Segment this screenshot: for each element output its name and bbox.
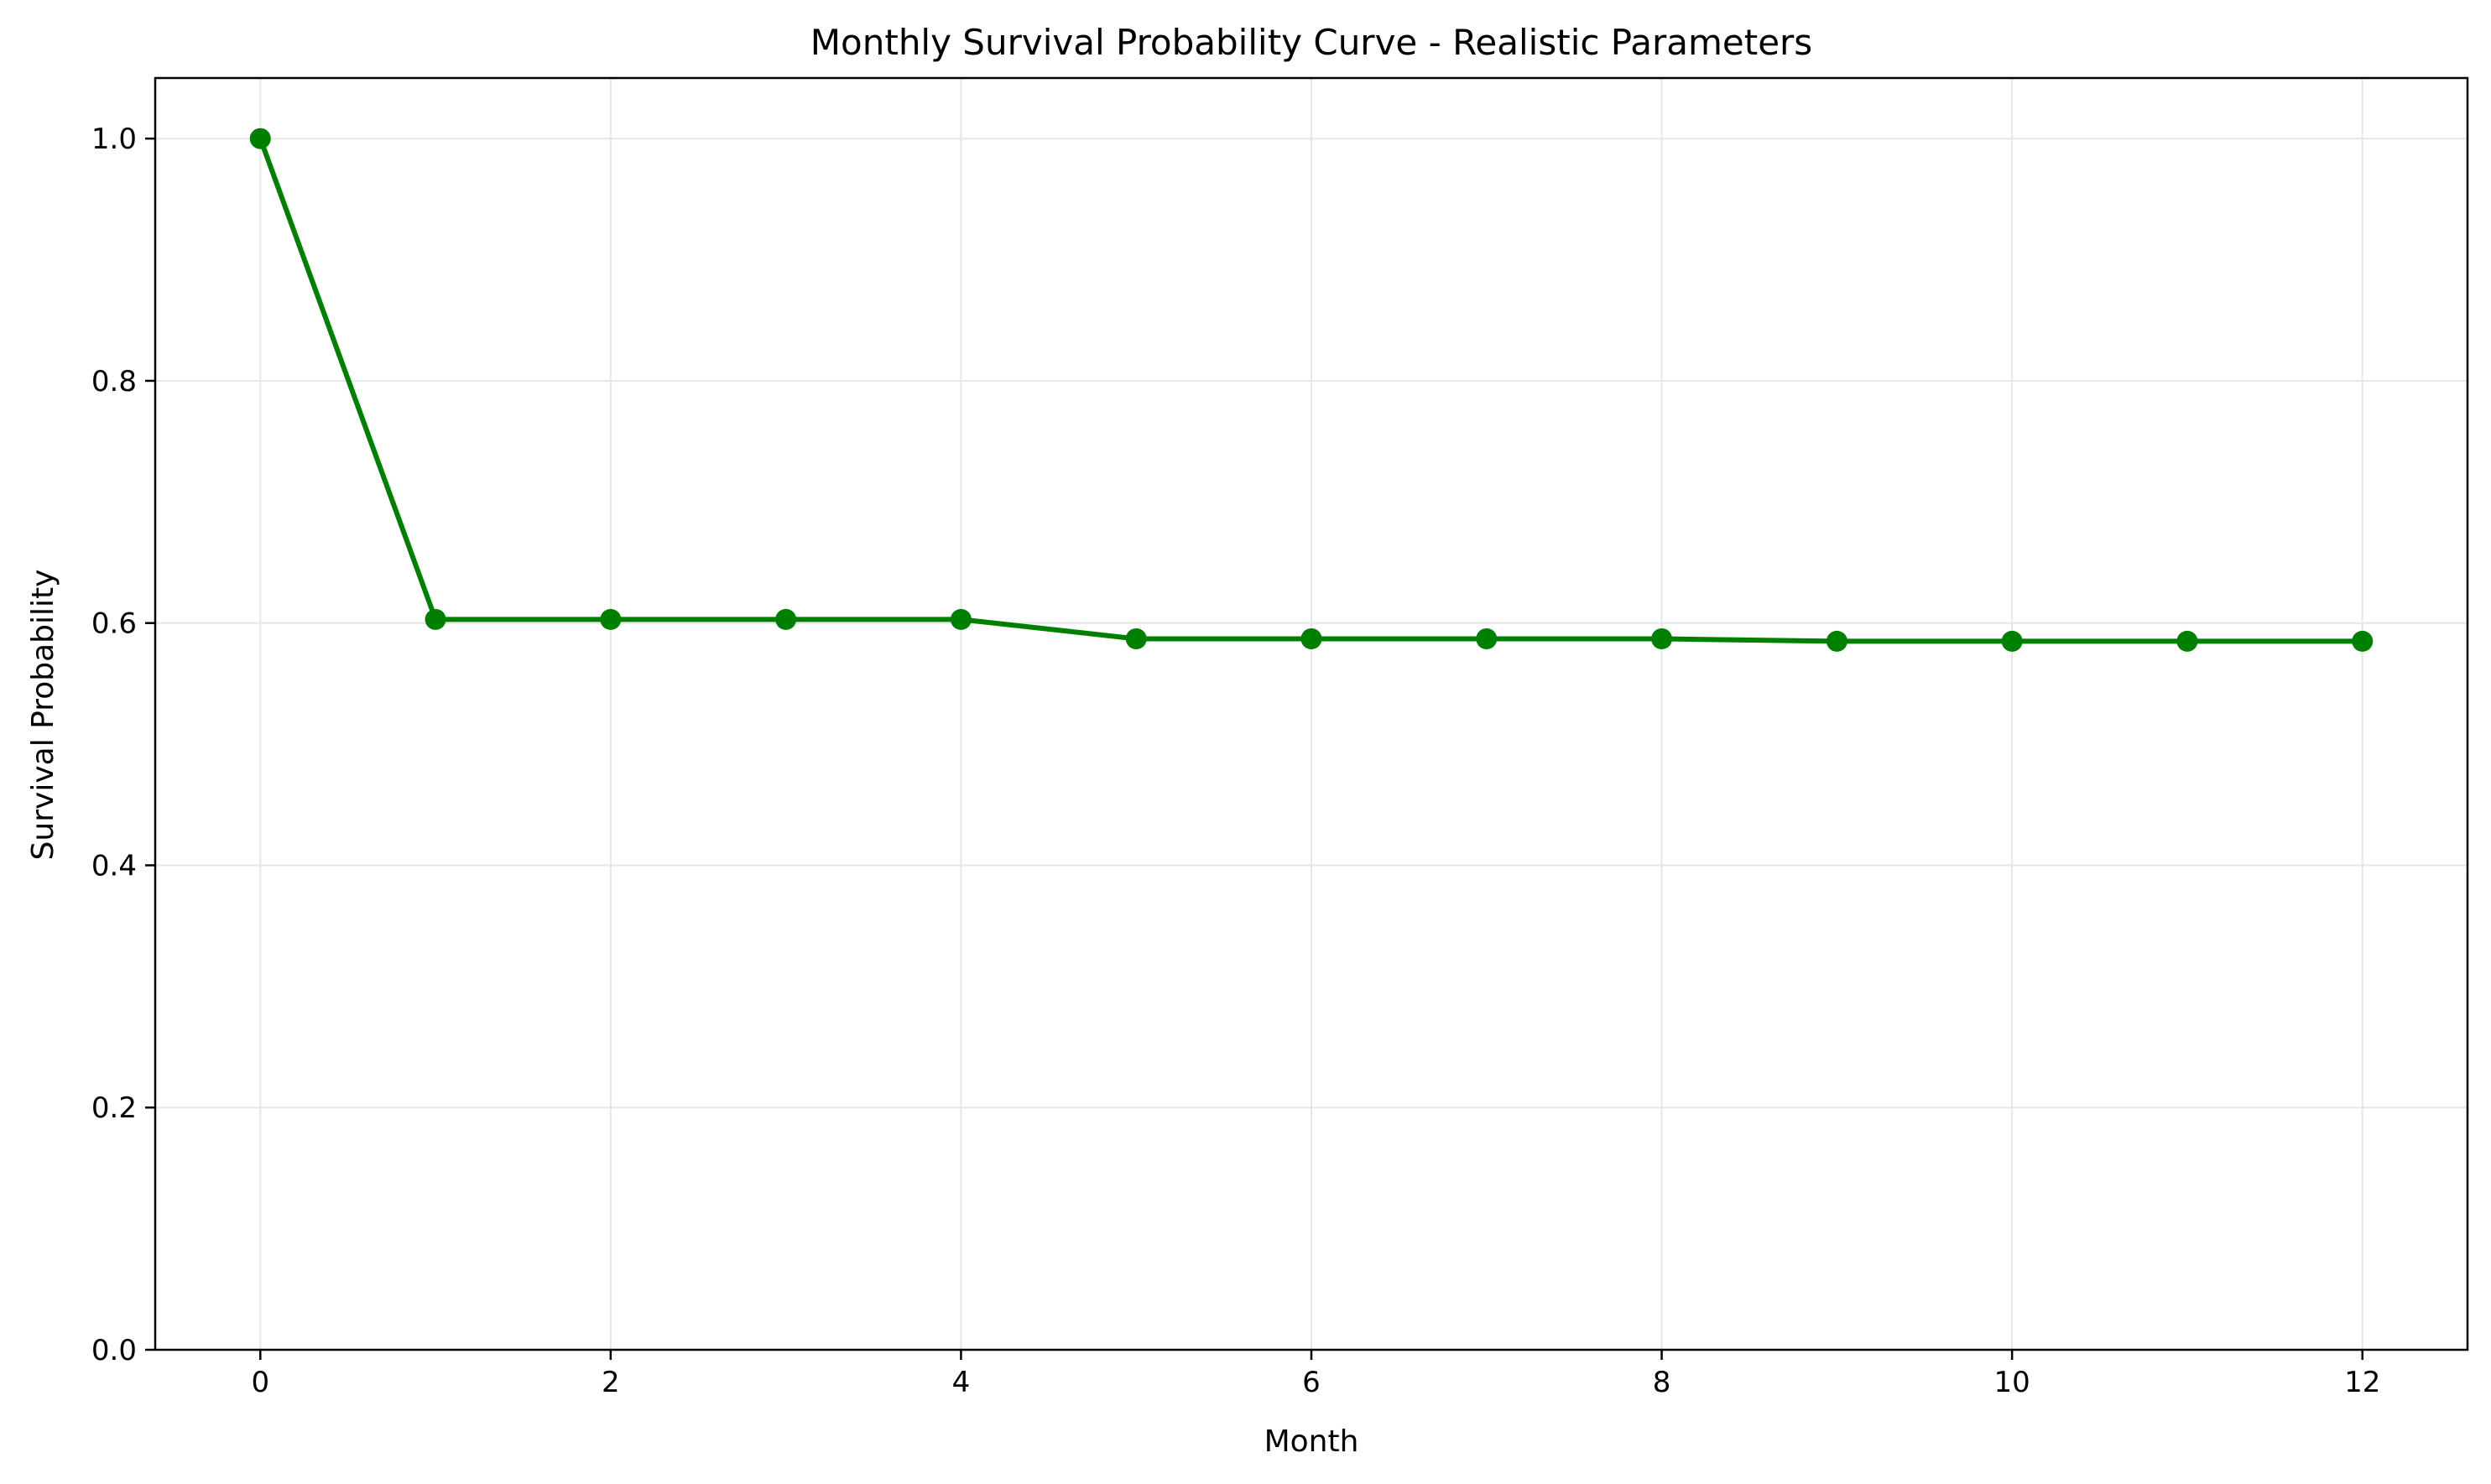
data-point	[950, 608, 972, 630]
data-point	[425, 608, 446, 630]
data-point	[1300, 627, 1322, 649]
x-tick-label: 10	[1994, 1366, 2030, 1399]
x-tick-label: 2	[602, 1366, 620, 1399]
data-point	[600, 608, 622, 630]
y-tick-label: 0.2	[91, 1091, 137, 1125]
y-tick-label: 0.6	[91, 607, 137, 641]
data-point	[2352, 630, 2374, 652]
data-point	[2176, 630, 2198, 652]
data-point	[1651, 627, 1673, 649]
data-point	[2001, 630, 2023, 652]
x-tick-label: 0	[251, 1366, 269, 1399]
x-tick-label: 4	[952, 1366, 971, 1399]
data-point	[249, 128, 271, 149]
x-tick-label: 8	[1653, 1366, 1671, 1399]
data-point	[775, 608, 797, 630]
data-point	[1476, 627, 1498, 649]
y-tick-label: 1.0	[91, 122, 137, 156]
data-point	[1826, 630, 1847, 652]
plot-area	[249, 128, 2374, 652]
x-tick-label: 12	[2344, 1366, 2380, 1399]
grid-lines	[155, 78, 2468, 1351]
y-axis-ticks: 0.0 0.2 0.4 0.6 0.8 1.0	[91, 122, 155, 1367]
y-tick-label: 0.8	[91, 365, 137, 398]
y-axis-label: Survival Probability	[26, 570, 60, 861]
y-tick-label: 0.0	[91, 1334, 137, 1367]
plot-frame	[154, 76, 2469, 1351]
x-tick-label: 6	[1302, 1366, 1321, 1399]
chart-title: Monthly Survival Probability Curve - Rea…	[810, 22, 1812, 63]
y-tick-label: 0.4	[91, 849, 137, 883]
data-point	[1125, 627, 1147, 649]
x-axis-label: Month	[1264, 1424, 1359, 1459]
x-axis-ticks: 0 2 4 6 8 10 12	[251, 1350, 2380, 1399]
